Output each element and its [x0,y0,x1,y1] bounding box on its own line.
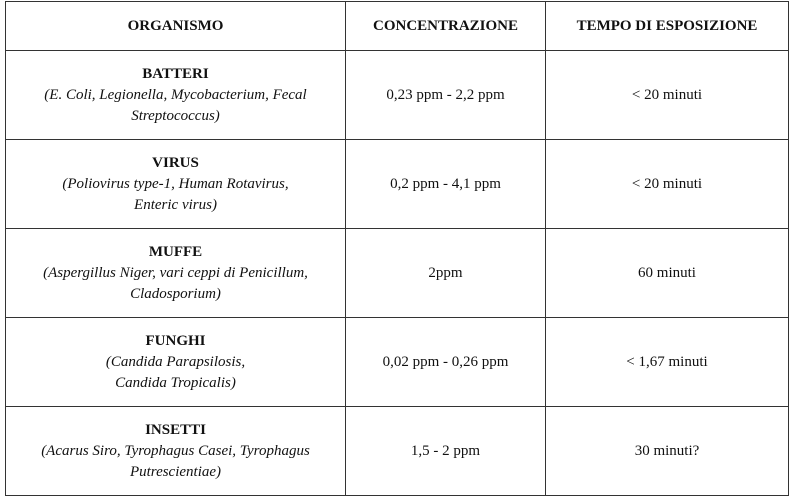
organism-description: (Acarus Siro, Tyrophagus Casei, Tyrophag… [41,442,310,459]
organism-cell: INSETTI (Acarus Siro, Tyrophagus Casei, T… [5,406,346,496]
organism-description: Cladosporium) [130,285,221,302]
concentration-cell: 0,2 ppm - 4,1 ppm [345,139,546,229]
table-row: FUNGHI (Candida Parapsilosis, Candida Trop… [5,317,789,407]
organism-name: BATTERI [142,65,209,82]
organism-name: VIRUS [152,154,199,171]
organism-description: (Candida Parapsilosis, [105,353,246,370]
exposure-cell: < 20 minuti [545,50,789,140]
organism-name: FUNGHI [145,332,206,349]
concentration-cell: 1,5 - 2 ppm [345,406,546,496]
table-row: BATTERI (E. Coli, Legionella, Mycobacteri… [5,50,789,140]
table-body: BATTERI (E. Coli, Legionella, Mycobacteri… [5,50,789,496]
organism-description: (E. Coli, Legionella, Mycobacterium, Fec… [44,86,307,103]
organism-name: INSETTI [145,421,206,438]
concentration-cell: 0,23 ppm - 2,2 ppm [345,50,546,140]
header-cell: ORGANISMO [5,1,346,51]
header-cell: TEMPO DI ESPOSIZIONE [545,1,789,51]
exposure-cell: < 1,67 minuti [545,317,789,407]
organism-description: Putrescientiae) [129,463,222,480]
organism-cell: FUNGHI (Candida Parapsilosis, Candida Trop… [5,317,346,407]
exposure-cell: 60 minuti [545,228,789,318]
organism-description: Streptococcus) [131,107,220,124]
organism-cell: VIRUS (Poliovirus type-1, Human Rotavirus… [5,139,346,229]
exposure-cell: 30 minuti? [545,406,789,496]
table-row: VIRUS (Poliovirus type-1, Human Rotavirus… [5,139,789,229]
organism-table: ORGANISMO CONCENTRAZIONE TEMPO DI ESPOSIZI… [5,1,789,496]
organism-cell: BATTERI (E. Coli, Legionella, Mycobacteri… [5,50,346,140]
organism-description: (Aspergillus Niger, vari ceppi di Penici… [43,264,308,281]
table-row: INSETTI (Acarus Siro, Tyrophagus Casei, T… [5,406,789,496]
organism-description: (Poliovirus type-1, Human Rotavirus, [62,175,289,192]
concentration-cell: 2ppm [345,228,546,318]
header-cell: CONCENTRAZIONE [345,1,546,51]
organism-description: Enteric virus) [134,196,217,213]
organism-cell: MUFFE (Aspergillus Niger, vari ceppi di P… [5,228,346,318]
concentration-cell: 0,02 ppm - 0,26 ppm [345,317,546,407]
header-row: ORGANISMO CONCENTRAZIONE TEMPO DI ESPOSIZI… [5,1,789,51]
organism-name: MUFFE [148,243,203,260]
organism-description: Candida Tropicalis) [115,374,236,391]
table-row: MUFFE (Aspergillus Niger, vari ceppi di P… [5,228,789,318]
exposure-cell: < 20 minuti [545,139,789,229]
